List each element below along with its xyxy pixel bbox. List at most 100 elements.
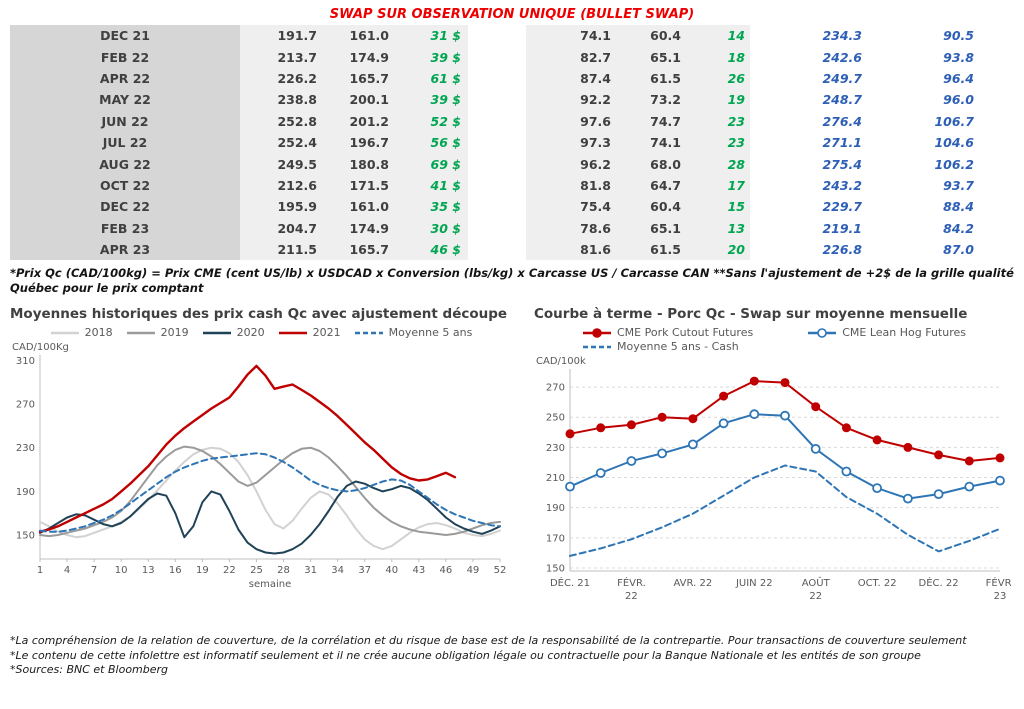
value-cell: 52 $ bbox=[392, 110, 468, 132]
value-cell: 73.2 bbox=[616, 89, 686, 111]
month-cell: DEC 21 bbox=[10, 25, 240, 47]
value-cell: 196.7 bbox=[320, 131, 392, 154]
svg-text:49: 49 bbox=[467, 565, 480, 576]
legend-item-moyenne-5-ans-cash: Moyenne 5 ans - Cash bbox=[582, 340, 753, 353]
value-cell: 13 bbox=[686, 217, 750, 239]
value-cell: 90.5 bbox=[943, 28, 974, 44]
value-cell: 88.4 bbox=[943, 199, 974, 215]
value-cell: 23 bbox=[686, 131, 750, 154]
value-cell: 106.2 bbox=[934, 156, 974, 172]
legend-item-moyenne-5-ans: Moyenne 5 ans bbox=[354, 326, 472, 339]
month-cell: JUL 22 bbox=[10, 131, 240, 154]
svg-text:46: 46 bbox=[440, 565, 453, 576]
value-cell: 106.7 bbox=[934, 113, 974, 129]
value-cell: 243.2 bbox=[822, 177, 862, 193]
red-dot-line-swatch-icon bbox=[582, 327, 612, 339]
historical-line-chart: 150 190 230 270 310 CAD/100Kg 1 4 7 10 13 16 19 22 25 2… bbox=[12, 342, 506, 590]
svg-text:4: 4 bbox=[64, 565, 70, 576]
svg-text:190: 190 bbox=[16, 487, 35, 498]
value-cell: 213.7 bbox=[240, 46, 320, 68]
value-cell: 234.3 bbox=[822, 28, 862, 44]
blue-circle-line-swatch-icon bbox=[807, 327, 837, 339]
footnote-line: *La compréhension de la relation de couv… bbox=[10, 634, 967, 648]
svg-text:270: 270 bbox=[546, 383, 565, 394]
value-cell: 96.0 bbox=[943, 92, 974, 108]
value-cell: 39 $ bbox=[392, 89, 468, 111]
line-swatch-2020-icon bbox=[202, 327, 232, 339]
value-cell: 68.0 bbox=[616, 153, 686, 175]
line-swatch-2019-icon bbox=[126, 327, 156, 339]
dashed-line-swatch-icon bbox=[582, 341, 612, 353]
value-cell: 61 $ bbox=[392, 67, 468, 90]
value-cell: 39 $ bbox=[392, 46, 468, 68]
table-footnote: *Prix Qc (CAD/100kg) = Prix CME (cent US… bbox=[10, 266, 1014, 296]
value-cell: 275.4 bbox=[822, 156, 862, 172]
month-cell: FEB 22 bbox=[10, 46, 240, 68]
value-cell: 93.7 bbox=[943, 177, 974, 193]
table-row: APR 22 226.2 165.7 61 $ 87.4 61.5 26 249.7 96.4 bbox=[10, 67, 1014, 90]
line-swatch-2018-icon bbox=[50, 327, 80, 339]
value-cell: 18 bbox=[686, 46, 750, 68]
futures-line-chart: 150 170 190 210 230 250 270 CAD/100k DÉC. 21 FÉVR… bbox=[536, 356, 1014, 602]
table-row: DEC 22 195.9 161.0 35 $ 75.4 60.4 15 229.7 88.4 bbox=[10, 196, 1014, 218]
spacer-cell bbox=[468, 153, 526, 175]
legend-label: 2019 bbox=[160, 326, 189, 340]
svg-text:semaine: semaine bbox=[249, 579, 292, 590]
value-cell: 165.7 bbox=[320, 238, 392, 261]
legend-label: 2020 bbox=[236, 326, 265, 340]
svg-text:DÉC. 22: DÉC. 22 bbox=[919, 576, 959, 589]
value-cell: 69 $ bbox=[392, 153, 468, 175]
value-cell: 252.8 bbox=[240, 110, 320, 132]
svg-text:1: 1 bbox=[37, 565, 43, 576]
month-cell: FEB 23 bbox=[10, 217, 240, 239]
value-cell: 104.6 bbox=[934, 135, 974, 151]
month-cell: OCT 22 bbox=[10, 174, 240, 197]
spacer-cell bbox=[468, 196, 526, 218]
futures-chart-legend: CME Pork Cutout Futures CME Lean Hog Fut… bbox=[534, 326, 1014, 353]
svg-text:25: 25 bbox=[250, 565, 263, 576]
value-cell: 56 $ bbox=[392, 131, 468, 154]
value-cell: 30 $ bbox=[392, 217, 468, 239]
table-row: OCT 22 212.6 171.5 41 $ 81.8 64.7 17 243.2 93.7 bbox=[10, 174, 1014, 197]
value-cell: 14 bbox=[686, 25, 750, 47]
value-cell: 161.0 bbox=[320, 25, 392, 47]
value-cell: 174.9 bbox=[320, 217, 392, 239]
value-cell: 171.5 bbox=[320, 174, 392, 197]
legend-item-pork-cutout-futures: CME Pork Cutout Futures bbox=[582, 326, 753, 339]
value-cell: 195.9 bbox=[240, 196, 320, 218]
value-cell: 174.9 bbox=[320, 46, 392, 68]
footnotes: *La compréhension de la relation de couv… bbox=[10, 634, 1014, 678]
month-cell: APR 22 bbox=[10, 67, 240, 90]
svg-text:FÉVR.22: FÉVR. 22 bbox=[617, 576, 646, 602]
value-cell: 92.2 bbox=[526, 89, 616, 111]
value-cell: 211.5 bbox=[240, 238, 320, 261]
futures-chart-title: Courbe à terme - Porc Qc - Swap sur moye… bbox=[534, 306, 968, 323]
historical-chart-legend: 2018 2019 2020 2021 Moyenne 5 ans bbox=[10, 326, 512, 339]
value-cell: 97.3 bbox=[526, 131, 616, 154]
value-cell: 201.2 bbox=[320, 110, 392, 132]
futures-chart-section: Courbe à terme - Porc Qc - Swap sur moye… bbox=[534, 304, 1014, 625]
value-cell: 180.8 bbox=[320, 153, 392, 175]
value-cell: 64.7 bbox=[616, 174, 686, 197]
table-row: FEB 22 213.7 174.9 39 $ 82.7 65.1 18 242.6 93.8 bbox=[10, 46, 1014, 68]
svg-text:43: 43 bbox=[412, 565, 425, 576]
swap-table: DEC 21 191.7 161.0 31 $74.1 60.4 14 234.3 90.5 F… bbox=[10, 25, 1014, 261]
value-cell: 75.4 bbox=[526, 196, 616, 218]
value-cell: 248.7 bbox=[822, 92, 862, 108]
value-cell: 26 bbox=[686, 67, 750, 90]
value-cell: 238.8 bbox=[240, 89, 320, 111]
value-cell: 249.5 bbox=[240, 153, 320, 175]
value-cell: 96.2 bbox=[526, 153, 616, 175]
line-swatch-2021-icon bbox=[278, 327, 308, 339]
value-cell: 23 bbox=[686, 110, 750, 132]
value-cell: 61.5 bbox=[616, 67, 686, 90]
svg-text:16: 16 bbox=[169, 565, 182, 576]
spacer-cell bbox=[468, 89, 526, 111]
svg-text:JUIN 22: JUIN 22 bbox=[735, 578, 773, 589]
value-cell: 87.4 bbox=[526, 67, 616, 90]
month-cell: JUN 22 bbox=[10, 110, 240, 132]
value-cell: 78.6 bbox=[526, 217, 616, 239]
value-cell: 252.4 bbox=[240, 131, 320, 154]
legend-label: 2018 bbox=[84, 326, 113, 340]
